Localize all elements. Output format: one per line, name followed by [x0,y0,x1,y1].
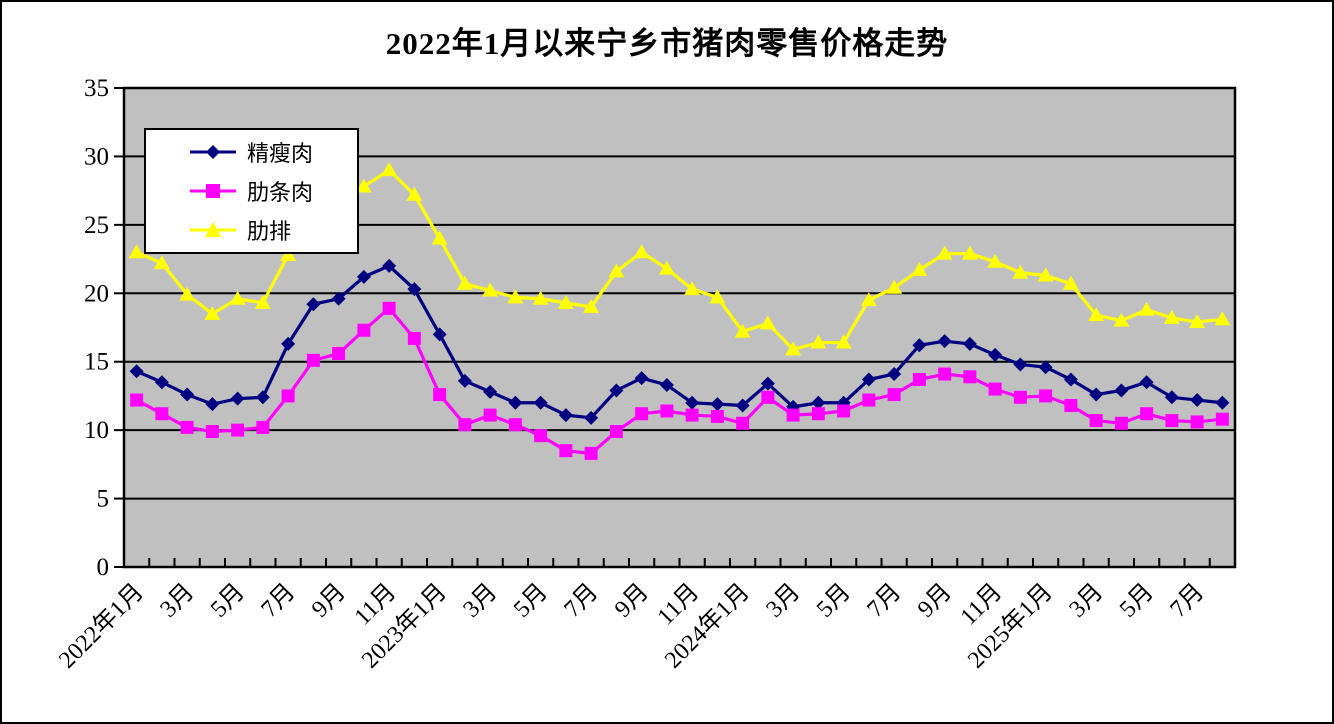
legend-item-lean-pork: 精瘦肉 [190,137,357,167]
rib-meat-line-square-icon [190,184,236,198]
y-tick-label: 0 [97,554,110,581]
series-肋排 [128,162,1231,356]
x-tick-label: 7月 [863,579,907,623]
y-tick-label: 20 [84,280,109,307]
legend-item-spare-ribs: 肋排 [190,215,357,245]
x-tick-label: 7月 [560,579,604,623]
x-tick-label: 5月 [509,579,553,623]
series-精瘦肉 [129,258,1230,425]
legend-label: 肋排 [247,219,292,244]
y-axis: 0 5 10 15 20 25 30 35 [84,75,124,581]
lean-pork-line-diamond-icon [190,145,236,159]
x-tick-label: 5月 [1115,579,1159,623]
x-axis-ticks [148,558,1211,567]
x-tick-label: 3月 [1065,579,1109,623]
legend-label: 肋条肉 [247,180,314,205]
x-tick-label: 9月 [913,579,957,623]
legend: 精瘦肉 肋条肉 肋排 [144,128,359,254]
x-tick-label: 3月 [459,579,503,623]
chart-title: 2022年1月以来宁乡市猪肉零售价格走势 [385,26,949,61]
y-tick-label: 10 [84,417,109,444]
x-tick-label: 9月 [610,579,654,623]
x-tick-label: 9月 [307,579,351,623]
x-tick-label: 2022年1月 [53,578,148,673]
x-tick-label: 7月 [1166,579,1210,623]
legend-label: 精瘦肉 [247,141,314,166]
y-tick-label: 30 [84,143,109,170]
x-tick-label: 5月 [812,579,856,623]
x-tick-label: 5月 [206,579,250,623]
y-tick-label: 5 [97,486,110,513]
x-tick-label: 3月 [156,579,200,623]
series-肋条肉 [130,301,1229,460]
spare-ribs-line-triangle-icon [190,222,236,237]
y-tick-label: 25 [84,212,109,239]
x-tick-label: 3月 [762,579,806,623]
plot-border [122,86,1237,569]
y-tick-label: 35 [84,75,109,102]
y-tick-label: 15 [84,349,109,376]
x-tick-label: 7月 [257,579,301,623]
legend-item-rib-meat: 肋条肉 [190,176,357,206]
